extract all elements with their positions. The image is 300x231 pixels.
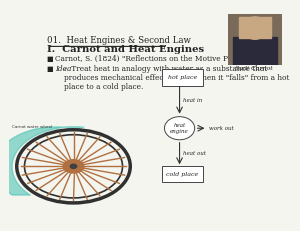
Text: 01.  Heat Engines & Second Law: 01. Heat Engines & Second Law bbox=[47, 36, 191, 45]
Circle shape bbox=[164, 117, 195, 140]
Text: Carnot water wheel: Carnot water wheel bbox=[12, 125, 52, 129]
Text: Sadi Carnot: Sadi Carnot bbox=[235, 67, 272, 71]
Text: Idea: Idea bbox=[55, 65, 71, 73]
Circle shape bbox=[70, 164, 77, 168]
FancyBboxPatch shape bbox=[162, 69, 202, 85]
FancyBboxPatch shape bbox=[162, 166, 202, 182]
Text: cold place: cold place bbox=[166, 172, 198, 176]
Text: I.  Carnot and Heat Engines: I. Carnot and Heat Engines bbox=[47, 45, 204, 54]
Bar bbox=[239, 17, 271, 38]
Text: heat out: heat out bbox=[183, 151, 206, 156]
Text: ■: ■ bbox=[47, 55, 53, 63]
Bar bbox=[233, 37, 277, 65]
Text: heat in: heat in bbox=[183, 98, 202, 103]
Text: hot place: hot place bbox=[168, 75, 197, 79]
Circle shape bbox=[243, 17, 267, 39]
Text: Carnot, S. (1824) "Reflections on the Motive Power of Fire".: Carnot, S. (1824) "Reflections on the Mo… bbox=[55, 55, 279, 63]
Text: ■: ■ bbox=[47, 65, 53, 73]
Text: heat
engine: heat engine bbox=[170, 123, 189, 134]
Text: work out: work out bbox=[208, 126, 233, 131]
Circle shape bbox=[63, 160, 84, 173]
Text: :  Treat heat in analogy with water as a substance that
produces mechanical effe: : Treat heat in analogy with water as a … bbox=[64, 65, 289, 91]
